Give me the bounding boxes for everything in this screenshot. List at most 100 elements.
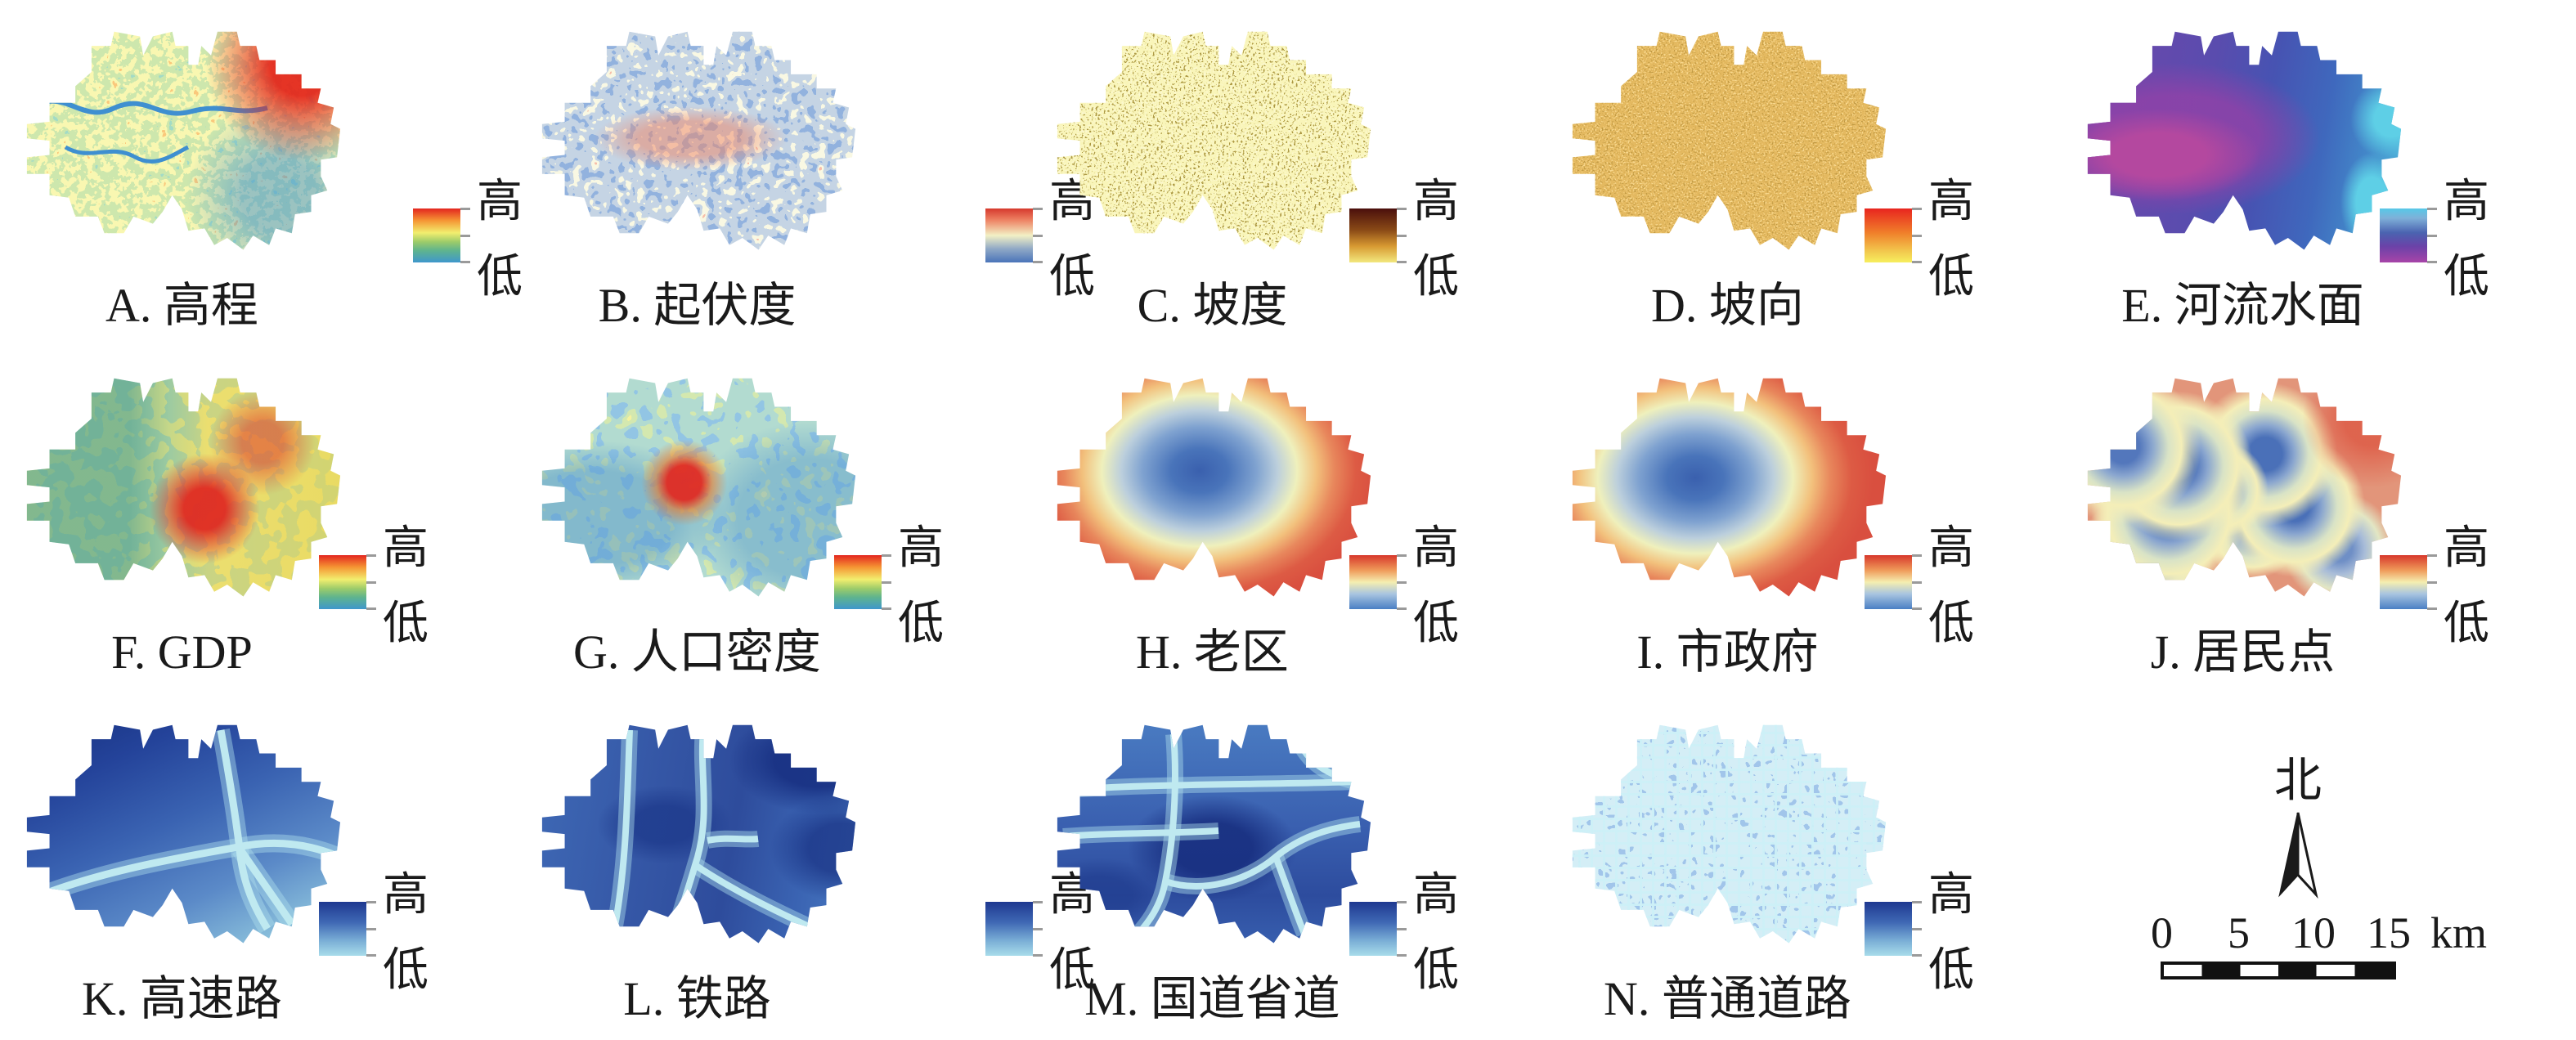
colorbar <box>2380 555 2427 609</box>
scale-bar: 0 5 10 15 km <box>2151 908 2512 984</box>
legend-high-label: 高 <box>2444 523 2489 574</box>
map-river <box>2087 31 2402 250</box>
legend-low-label: 低 <box>1049 252 1095 303</box>
panel-caption: A. 高程 <box>105 279 258 332</box>
colorbar <box>834 555 882 609</box>
panel-population-density: 高 低 G. 人口密度 <box>515 347 1030 693</box>
colorbar-ticks <box>1033 901 1043 957</box>
colorbar <box>1865 902 1912 956</box>
legend-high-label: 高 <box>1928 177 1974 227</box>
panel-highway: 高 低 K. 高速路 <box>0 693 515 1040</box>
colorbar-ticks <box>366 554 376 610</box>
map-elevation <box>26 31 341 250</box>
panel-caption: N. 普通道路 <box>1604 972 1851 1025</box>
colorbar-ticks <box>1033 208 1043 263</box>
panel-city-government: 高 低 I. 市政府 <box>1546 347 2061 693</box>
colorbar <box>1349 208 1397 262</box>
panel-caption: F. GDP <box>111 625 253 679</box>
legend-low-label: 低 <box>1928 598 1974 649</box>
colorbar <box>1865 208 1912 262</box>
map-ordinary-roads <box>1572 724 1887 944</box>
colorbar-ticks <box>460 208 470 263</box>
panel-national-provincial-roads: 高 低 M. 国道省道 <box>1030 693 1546 1040</box>
legend-high-label: 高 <box>477 177 523 227</box>
legend-low-label: 低 <box>383 945 429 996</box>
panel-aspect: 高 低 D. 坡向 <box>1546 0 2061 347</box>
panel-caption: D. 坡向 <box>1651 279 1804 332</box>
panel-gdp: 高 低 F. GDP <box>0 347 515 693</box>
panel-residential-points: 高 低 J. 居民点 <box>2061 347 2576 693</box>
legend-aspect: 高 低 <box>1865 179 2057 308</box>
colorbar-ticks <box>1912 901 1922 957</box>
legend-high-label: 高 <box>2444 177 2489 227</box>
legend-relief: 高 低 <box>985 179 1178 308</box>
colorbar <box>319 902 366 956</box>
map-slope <box>1057 31 1371 250</box>
legend-low-label: 低 <box>1413 598 1459 649</box>
map-old-district <box>1057 378 1371 597</box>
colorbar <box>2380 208 2427 262</box>
legend-high-label: 高 <box>1413 523 1459 574</box>
north-arrow: 北 <box>2245 757 2351 903</box>
colorbar-ticks <box>1397 554 1407 610</box>
legend-slope: 高 低 <box>1349 179 1542 308</box>
map-aspect <box>1572 31 1887 250</box>
legend-ordinary-roads: 高 低 <box>1865 872 2057 1002</box>
panel-caption: J. 居民点 <box>2150 625 2336 679</box>
legend-national-provincial-roads: 高 低 <box>1349 872 1542 1002</box>
scale-tick-5: 5 <box>2228 908 2250 957</box>
map-population-density <box>541 378 856 597</box>
panel-ordinary-roads: 高 低 N. 普通道路 <box>1546 693 2061 1040</box>
highway-lines <box>42 728 339 934</box>
panel-river: 高 低 E. 河流水面 <box>2061 0 2576 347</box>
colorbar-ticks <box>1912 208 1922 263</box>
panel-elevation: 高 低 A. 高程 <box>0 0 523 347</box>
colorbar-ticks <box>1397 901 1407 957</box>
legend-old-district: 高 低 <box>1349 526 1542 655</box>
legend-low-label: 低 <box>1928 945 1974 996</box>
map-gdp <box>26 378 341 597</box>
colorbar <box>985 902 1033 956</box>
north-label: 北 <box>2273 754 2322 807</box>
scale-unit: km <box>2430 908 2488 957</box>
north-arrow-icon <box>2278 812 2318 899</box>
legend-low-label: 低 <box>477 252 523 303</box>
legend-elevation: 高 低 <box>413 179 605 308</box>
scale-tick-10: 10 <box>2291 908 2336 957</box>
colorbar <box>1349 555 1397 609</box>
map-highway <box>26 724 341 944</box>
colorbar-ticks <box>2427 554 2437 610</box>
panel-caption: H. 老区 <box>1136 625 1289 679</box>
map-furniture: 北 0 5 10 15 km <box>2061 693 2576 1040</box>
panel-caption: G. 人口密度 <box>573 625 821 679</box>
colorbar-ticks <box>882 554 891 610</box>
legend-population-density: 高 低 <box>834 526 1026 655</box>
railway-lines <box>605 729 822 939</box>
legend-high-label: 高 <box>383 523 429 574</box>
map-residential-points <box>2087 378 2402 597</box>
legend-low-label: 低 <box>1928 252 1974 303</box>
panel-caption: K. 高速路 <box>82 972 282 1025</box>
map-national-provincial-roads <box>1057 724 1371 944</box>
legend-low-label: 低 <box>2444 598 2489 649</box>
legend-high-label: 高 <box>1413 870 1459 921</box>
colorbar <box>413 208 460 262</box>
panel-caption: I. 市政府 <box>1636 625 1819 679</box>
main-road-lines <box>1062 731 1362 941</box>
panel-caption: M. 国道省道 <box>1084 972 1340 1025</box>
legend-city-government: 高 低 <box>1865 526 2057 655</box>
panel-caption: L. 铁路 <box>623 972 771 1025</box>
colorbar <box>1349 902 1397 956</box>
legend-railway: 高 低 <box>985 872 1178 1002</box>
colorbar <box>1865 555 1912 609</box>
colorbar <box>319 555 366 609</box>
panel-old-district: 高 低 H. 老区 <box>1030 347 1546 693</box>
legend-low-label: 低 <box>1413 945 1459 996</box>
panel-caption: E. 河流水面 <box>2121 279 2364 332</box>
colorbar <box>985 208 1033 262</box>
map-city-government <box>1572 378 1887 597</box>
legend-high-label: 高 <box>1413 177 1459 227</box>
legend-high-label: 高 <box>1928 870 1974 921</box>
panel-slope: 高 低 C. 坡度 <box>1030 0 1546 347</box>
